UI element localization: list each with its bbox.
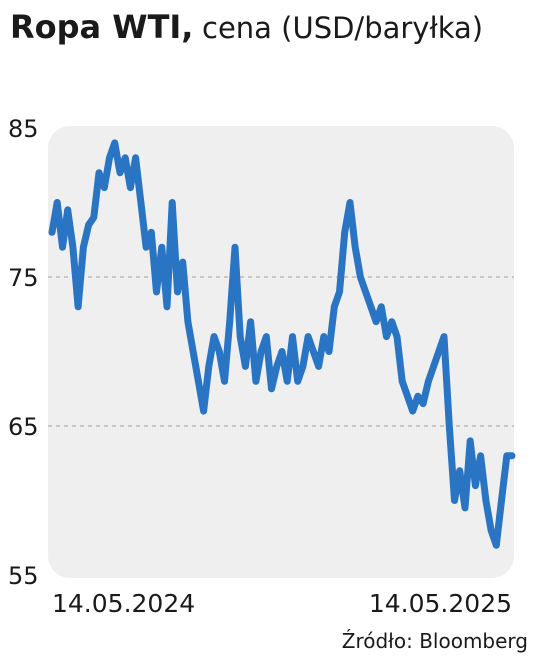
y-tick-label: 65 xyxy=(8,413,39,441)
line xyxy=(48,139,516,549)
x-tick-label: 14.05.2024 xyxy=(52,589,195,618)
y-tick-label: 55 xyxy=(8,562,39,590)
chart-subtitle: cena (USD/baryłka) xyxy=(202,11,483,45)
source: Źródło: Bloomberg xyxy=(342,629,528,653)
y-tick-label: 85 xyxy=(8,115,39,143)
x-tick-label: 14.05.2025 xyxy=(369,589,512,618)
chart-title: Ropa WTI, xyxy=(10,8,193,46)
y-tick-label: 75 xyxy=(8,264,39,292)
